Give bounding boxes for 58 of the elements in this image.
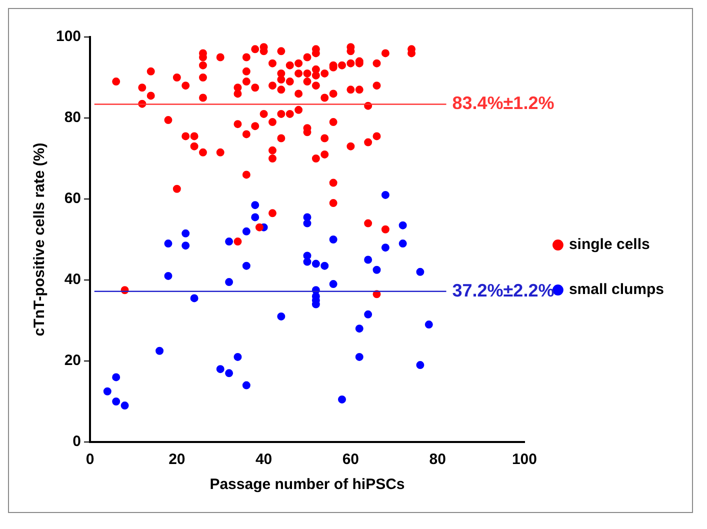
point <box>164 240 172 248</box>
x-tick-label: 0 <box>86 451 94 468</box>
y-tick-label: 40 <box>64 271 82 288</box>
y-tick-label: 80 <box>64 109 82 126</box>
point <box>312 260 320 268</box>
point <box>112 373 120 382</box>
x-axis-title: Passage number of hiPSCs <box>210 476 405 494</box>
x-tick-label: 20 <box>168 451 186 468</box>
legend-label: single cells <box>568 236 650 254</box>
ref-line-label: 37.2%±2.2% <box>452 280 554 300</box>
point <box>251 201 260 210</box>
point <box>251 213 260 222</box>
point <box>225 369 234 378</box>
y-tick-label: 60 <box>64 190 82 208</box>
point <box>225 238 234 246</box>
point <box>242 262 250 270</box>
point <box>398 240 407 248</box>
point <box>355 324 364 333</box>
point <box>355 352 364 361</box>
point <box>242 227 250 236</box>
x-tick-label: 60 <box>342 451 360 468</box>
point <box>103 387 112 396</box>
point <box>372 266 381 274</box>
point <box>277 312 286 320</box>
point <box>364 310 372 318</box>
point <box>182 242 190 250</box>
point <box>338 395 346 404</box>
point <box>381 190 390 199</box>
point <box>216 365 224 374</box>
point <box>416 361 424 370</box>
x-tick-label: 80 <box>429 451 446 468</box>
y-tick-label: 100 <box>56 28 82 46</box>
x-tick-label: 100 <box>512 451 537 468</box>
y-tick-label: 20 <box>64 352 82 370</box>
point <box>398 221 407 230</box>
point <box>303 258 312 266</box>
point <box>416 268 424 276</box>
point <box>364 256 372 264</box>
point <box>234 352 242 361</box>
point <box>242 381 250 390</box>
point <box>182 229 190 238</box>
point <box>381 244 390 252</box>
point <box>329 280 338 288</box>
point <box>329 236 338 244</box>
legend-label: small clumps <box>568 281 664 298</box>
point <box>190 294 198 302</box>
point <box>303 219 312 228</box>
point <box>320 262 329 270</box>
point <box>120 402 129 410</box>
point <box>156 346 164 355</box>
y-tick-label: 0 <box>72 433 82 450</box>
point <box>164 272 172 280</box>
y-axis-title: cTnT-positive cells rate (%) <box>31 142 48 336</box>
point <box>225 278 234 286</box>
point <box>112 398 120 406</box>
x-tick-label: 40 <box>255 451 272 468</box>
ref-line-label: 83.4%±1.2% <box>452 93 554 114</box>
point <box>424 320 433 329</box>
